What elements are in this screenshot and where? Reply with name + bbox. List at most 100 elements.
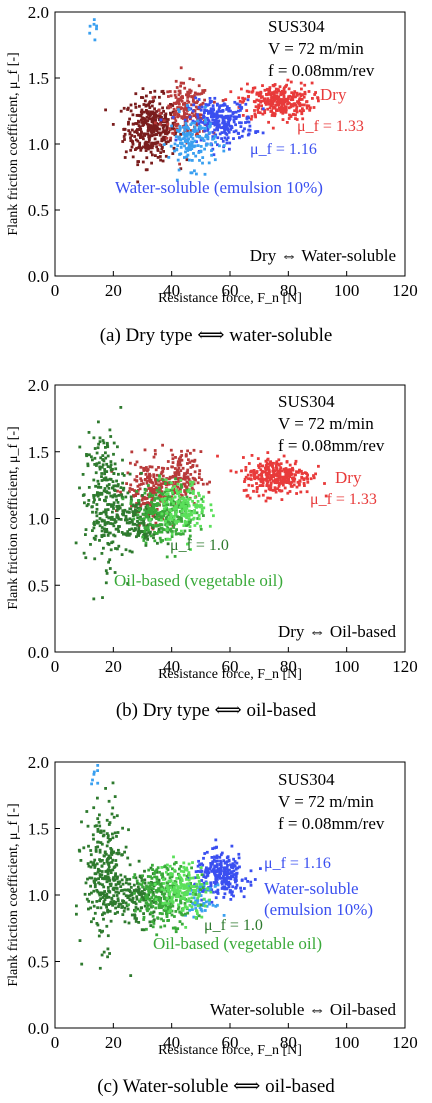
data-point — [95, 862, 99, 866]
data-point — [140, 471, 143, 475]
data-point — [123, 508, 127, 512]
data-point — [224, 98, 228, 101]
data-point — [96, 830, 100, 833]
data-point — [255, 470, 259, 473]
data-point — [127, 533, 131, 537]
data-point — [227, 123, 231, 126]
data-point — [175, 148, 179, 152]
data-point — [209, 108, 213, 112]
data-point — [247, 128, 251, 132]
data-point — [196, 904, 200, 908]
data-point — [93, 911, 97, 915]
data-point — [101, 859, 104, 862]
data-point — [137, 160, 140, 163]
data-point — [189, 491, 192, 495]
data-point — [94, 484, 97, 488]
data-point — [164, 115, 167, 119]
data-point — [210, 870, 214, 873]
data-point — [111, 832, 114, 836]
data-point — [149, 478, 153, 482]
data-point — [208, 898, 211, 902]
data-point — [145, 906, 149, 910]
data-point — [143, 99, 147, 103]
data-point — [150, 480, 153, 484]
data-point — [95, 922, 99, 925]
data-point — [227, 107, 231, 110]
data-point — [144, 478, 147, 481]
data-point — [147, 893, 151, 896]
data-point — [240, 134, 244, 138]
data-point — [177, 457, 181, 461]
data-point — [151, 514, 155, 517]
data-point — [281, 108, 284, 111]
data-point — [225, 867, 229, 870]
data-point — [224, 868, 228, 871]
data-point — [143, 491, 147, 495]
data-point — [92, 526, 96, 530]
data-point — [140, 895, 144, 899]
data-point — [110, 901, 114, 905]
data-point — [168, 538, 172, 541]
data-point — [264, 465, 268, 469]
data-point — [167, 910, 171, 914]
data-point — [97, 891, 101, 895]
data-point — [197, 476, 201, 479]
data-point — [146, 468, 150, 471]
data-point — [167, 513, 170, 517]
data-point — [308, 108, 312, 112]
data-point — [155, 473, 159, 477]
data-point — [259, 96, 263, 99]
data-point — [203, 909, 207, 912]
data-point — [152, 536, 155, 540]
data-point — [240, 469, 243, 473]
data-point — [123, 138, 126, 141]
data-point — [294, 95, 297, 99]
data-point — [202, 495, 205, 499]
data-point — [204, 133, 208, 137]
series-label-dry: Dry — [335, 468, 362, 487]
data-point — [196, 99, 199, 103]
data-point — [190, 896, 194, 900]
data-point — [122, 486, 126, 490]
data-point — [290, 91, 294, 95]
data-point — [160, 512, 164, 516]
data-point — [193, 458, 197, 462]
data-point — [179, 167, 183, 171]
data-point — [176, 123, 180, 127]
data-point — [172, 855, 175, 859]
data-point — [275, 94, 279, 98]
data-point — [110, 516, 114, 519]
data-point — [239, 109, 242, 112]
data-point — [214, 860, 217, 863]
data-point — [197, 491, 200, 495]
data-point — [92, 879, 96, 883]
data-point — [192, 915, 196, 919]
data-point — [103, 523, 107, 527]
data-point — [174, 927, 178, 931]
data-point — [210, 900, 214, 904]
data-point — [124, 514, 128, 518]
data-point — [156, 148, 160, 151]
data-point — [143, 888, 146, 892]
data-point — [133, 478, 137, 482]
data-point — [145, 893, 149, 897]
data-point — [255, 490, 259, 493]
data-point — [147, 907, 151, 911]
data-point — [171, 465, 174, 469]
data-point — [185, 480, 189, 484]
data-point — [232, 857, 235, 861]
data-point — [200, 117, 204, 120]
data-point — [183, 112, 186, 115]
data-point — [140, 108, 144, 112]
data-point — [169, 144, 173, 148]
data-point — [175, 510, 178, 514]
data-point — [169, 898, 172, 902]
data-point — [282, 477, 285, 481]
data-point — [197, 151, 201, 154]
data-point — [164, 537, 168, 541]
data-point — [176, 492, 179, 495]
data-point — [126, 106, 130, 110]
data-point — [171, 895, 174, 899]
data-point — [183, 126, 187, 129]
